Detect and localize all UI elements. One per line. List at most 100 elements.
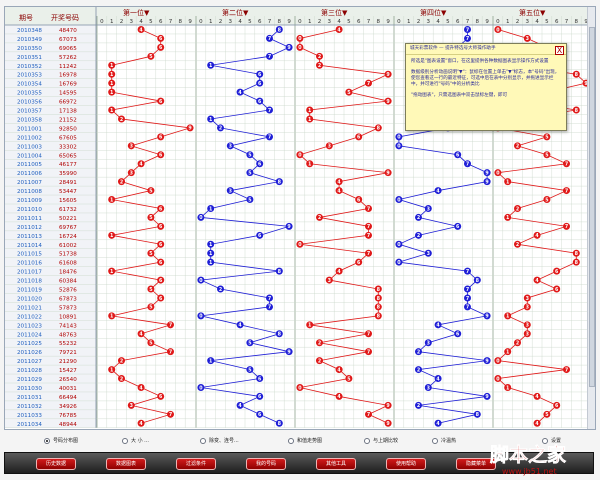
digit-tick-label: 1 [308, 19, 312, 25]
ball-digit: 6 [159, 242, 163, 248]
radio-hot-cold[interactable]: 冷温热 [432, 437, 456, 444]
ball-digit: 9 [485, 394, 489, 400]
issue-number: 2011001 [17, 126, 42, 132]
number-ball [572, 106, 580, 114]
ball-digit: 6 [159, 260, 163, 266]
winning-number: 69767 [59, 225, 77, 231]
number-ball [207, 258, 215, 266]
ball-digit: 6 [456, 153, 460, 159]
data-chart-button[interactable]: 数据图表 [106, 458, 146, 470]
issue-number: 2011028 [17, 368, 42, 374]
radio-dot[interactable] [542, 437, 548, 444]
winning-number: 52876 [59, 288, 77, 294]
issue-number: 2011008 [17, 189, 42, 195]
number-ball [118, 115, 125, 123]
ball-digit: 1 [506, 215, 509, 221]
history-data-button[interactable]: 历史数据 [36, 458, 76, 470]
vertical-scrollbar[interactable] [587, 7, 595, 429]
digit-tick-label: 8 [476, 19, 480, 25]
ball-digit: 4 [337, 367, 341, 373]
scrollbar-thumb[interactable] [589, 27, 595, 387]
number-ball [256, 410, 264, 418]
number-ball [335, 178, 343, 186]
number-ball [533, 419, 541, 427]
radio-dot[interactable] [44, 437, 50, 444]
filter-button[interactable]: 过滤条件 [176, 458, 216, 470]
ball-digit: 1 [209, 117, 212, 123]
position-header[interactable]: 第五位▼ [519, 8, 546, 17]
ball-digit: 6 [555, 269, 559, 275]
radio-dot[interactable] [200, 437, 206, 444]
position-header[interactable]: 第三位▼ [321, 8, 348, 17]
winning-number: 92850 [59, 126, 77, 132]
number-ball [523, 330, 531, 338]
position-header[interactable]: 第二位▼ [222, 8, 249, 17]
digit-tick-label: 8 [575, 19, 579, 25]
ball-digit: 9 [287, 224, 291, 230]
number-ball [137, 383, 145, 391]
radio-consecutive[interactable]: 除变、连号... [200, 437, 239, 444]
ball-digit: 6 [159, 153, 163, 159]
ball-digit: 7 [466, 305, 469, 311]
close-icon[interactable]: X [555, 46, 564, 55]
number-ball [157, 133, 165, 141]
winning-number: 15605 [59, 198, 77, 204]
number-ball [157, 240, 165, 248]
ball-digit: 6 [555, 287, 559, 293]
ball-digit: 7 [367, 206, 370, 212]
ball-digit: 0 [496, 170, 500, 176]
ball-digit: 9 [485, 179, 489, 185]
help-button[interactable]: 使用帮助 [386, 458, 426, 470]
winning-number: 17138 [59, 109, 77, 115]
winning-number: 46177 [59, 162, 77, 168]
number-ball [384, 70, 392, 78]
digit-tick-label: 9 [386, 19, 390, 25]
position-header[interactable]: 第一位▼ [123, 8, 150, 17]
radio-dot[interactable] [432, 437, 438, 444]
ball-digit: 0 [397, 197, 401, 203]
watermark-url: www.jb51.net [502, 467, 557, 476]
issue-number: 2011013 [17, 234, 42, 240]
winning-number: 11242 [59, 64, 77, 70]
ball-digit: 6 [159, 296, 163, 302]
radio-settings[interactable]: 设置 [542, 437, 561, 444]
radio-dot[interactable] [288, 437, 294, 444]
digit-tick-label: 3 [130, 19, 134, 25]
radio-compare-last[interactable]: 与上期比较 [364, 437, 398, 444]
winning-number: 35990 [59, 171, 77, 177]
my-numbers-button[interactable]: 我的号码 [246, 458, 286, 470]
radio-dot[interactable] [364, 437, 370, 444]
ball-digit: 7 [466, 296, 469, 302]
issue-number: 2011026 [17, 350, 42, 356]
number-ball [464, 267, 471, 275]
other-tools-button[interactable]: 其他工具 [316, 458, 356, 470]
ball-digit: 3 [526, 332, 529, 338]
number-ball [266, 34, 273, 42]
number-ball [395, 258, 403, 266]
digit-tick-label: 2 [318, 19, 322, 25]
ball-digit: 7 [565, 367, 568, 373]
number-ball [335, 392, 343, 400]
radio-sum-trend[interactable]: 和值走势图 [288, 437, 322, 444]
number-ball [316, 213, 323, 221]
number-ball [494, 357, 502, 365]
popup-text-2: 数据级别分析动画说明"▼"：鼠标在位置上单击"▼"标志，本"号码"出现，使您查看… [411, 70, 560, 87]
ball-digit: 4 [436, 188, 440, 194]
winning-number: 61732 [59, 207, 77, 213]
number-ball [236, 401, 244, 409]
digit-tick-label: 9 [485, 19, 489, 25]
position-header[interactable]: 第四位▼ [420, 8, 447, 17]
radio-dot[interactable] [122, 437, 128, 444]
ball-digit: 2 [318, 215, 321, 221]
number-ball [147, 339, 155, 347]
number-ball [137, 419, 145, 427]
number-ball [108, 88, 116, 96]
ball-digit: 1 [209, 63, 212, 69]
ball-digit: 1 [110, 367, 113, 373]
hide-menu-button[interactable]: 隐藏菜单 [456, 458, 496, 470]
radio-big-small[interactable]: 大 小 ... [122, 437, 149, 444]
radio-distribution[interactable]: 号码分布图 [44, 437, 78, 444]
number-ball [483, 392, 491, 400]
winning-number: 51738 [59, 252, 77, 258]
ball-digit: 5 [149, 54, 152, 60]
